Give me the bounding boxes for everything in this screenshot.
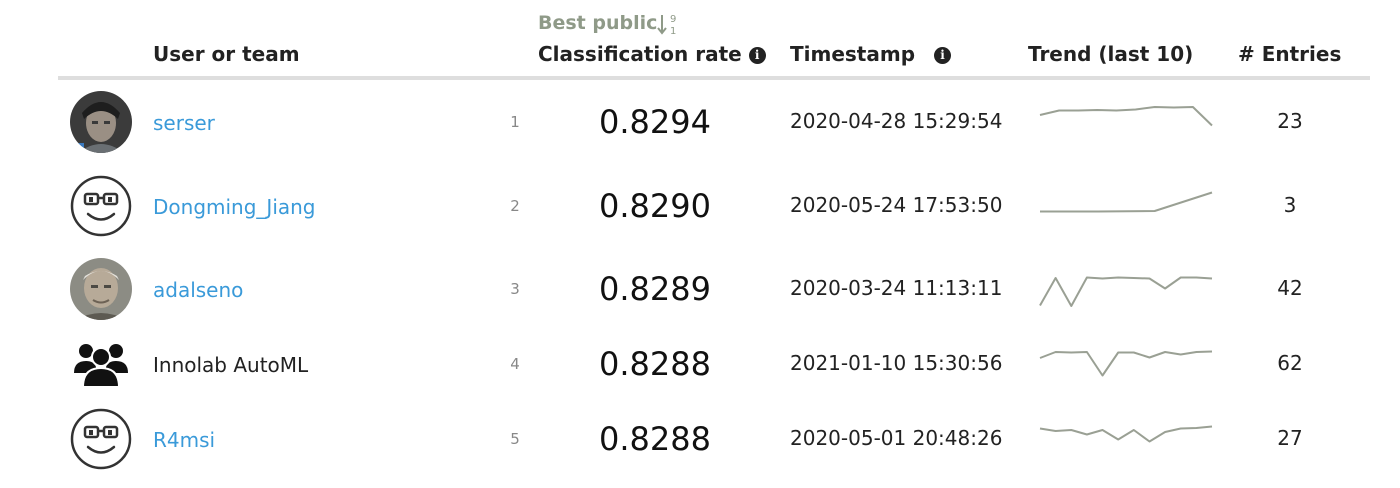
svg-text:9: 9: [670, 14, 676, 25]
trend-sparkline: [1040, 191, 1213, 213]
info-icon[interactable]: i: [934, 47, 951, 64]
rank: 3: [510, 280, 520, 298]
table-row: serser 1 0.8294 2020-04-28 15:29:54 23: [0, 91, 1400, 171]
user-name-link[interactable]: adalseno: [153, 278, 244, 302]
user-name-link[interactable]: serser: [153, 111, 215, 135]
timestamp: 2020-05-24 17:53:50: [790, 193, 1003, 217]
rank: 5: [510, 430, 520, 448]
entries-count: 62: [1277, 351, 1303, 375]
rank: 2: [510, 197, 520, 215]
glasses-face-icon: [70, 175, 132, 237]
table-row: Innolab AutoML 4 0.8288 2021-01-10 15:30…: [0, 333, 1400, 413]
trend-line: [1039, 350, 1213, 377]
team-icon: [74, 344, 128, 388]
column-header-entries: # Entries: [1238, 42, 1342, 66]
user-name-link[interactable]: R4msi: [153, 428, 216, 452]
trend-sparkline: [1039, 106, 1213, 127]
avatar[interactable]: [70, 408, 132, 470]
table-row: adalseno 3 0.8289 2020-03-24 11:13:11 42: [0, 258, 1400, 338]
trend-sparkline: [1039, 350, 1213, 377]
entries-count: 23: [1277, 109, 1303, 133]
trend-line: [1040, 191, 1213, 213]
table-row: R4msi 5 0.8288 2020-05-01 20:48:26 27: [0, 408, 1400, 488]
timestamp: 2021-01-10 15:30:56: [790, 351, 1003, 375]
user-name-link[interactable]: Dongming_Jiang: [153, 195, 316, 219]
avatar[interactable]: [70, 333, 132, 395]
entries-count: 3: [1283, 193, 1297, 217]
score: 0.8294: [599, 103, 711, 141]
score: 0.8288: [599, 420, 711, 458]
trend-sparkline: [1039, 425, 1213, 443]
timestamp-label: Timestamp: [790, 42, 916, 66]
classification-rate-label: Classification rate: [538, 42, 742, 66]
column-header-timestamp[interactable]: Timestamp i: [790, 42, 951, 66]
trend-line: [1039, 425, 1213, 443]
entries-count: 27: [1277, 426, 1303, 450]
team-name: Innolab AutoML: [153, 353, 309, 377]
sort-descending-icon[interactable]: 9 1: [657, 12, 683, 38]
column-header-trend: Trend (last 10): [1028, 42, 1194, 66]
sort-label[interactable]: Best public: [538, 12, 658, 34]
rank: 4: [510, 355, 520, 373]
timestamp: 2020-04-28 15:29:54: [790, 109, 1003, 133]
timestamp: 2020-05-01 20:48:26: [790, 426, 1003, 450]
trend-sparkline: [1039, 276, 1213, 307]
trend-line: [1039, 106, 1213, 127]
timestamp: 2020-03-24 11:13:11: [790, 276, 1003, 300]
header-divider: [58, 76, 1370, 80]
trend-line: [1039, 276, 1213, 307]
column-header-user: User or team: [153, 42, 300, 66]
table-row: Dongming_Jiang 2 0.8290 2020-05-24 17:53…: [0, 175, 1400, 255]
rank: 1: [510, 113, 520, 131]
score: 0.8290: [599, 187, 711, 225]
info-icon[interactable]: i: [748, 47, 766, 64]
score: 0.8288: [599, 345, 711, 383]
score: 0.8289: [599, 270, 711, 308]
svg-text:1: 1: [670, 26, 676, 37]
column-header-classification-rate[interactable]: Classification rate i: [538, 42, 766, 66]
avatar[interactable]: [70, 175, 132, 237]
entries-count: 42: [1277, 276, 1303, 300]
glasses-face-icon: [70, 408, 132, 470]
avatar[interactable]: [70, 91, 132, 153]
user-photo-icon: [70, 91, 132, 153]
user-photo-icon: [70, 258, 132, 320]
avatar[interactable]: [70, 258, 132, 320]
